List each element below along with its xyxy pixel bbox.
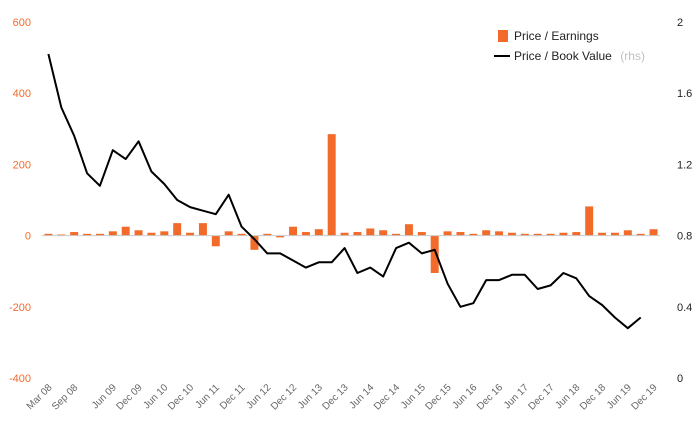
x-tick-label: Jun 17 bbox=[502, 382, 531, 411]
x-tick-label: Dec 15 bbox=[423, 382, 453, 412]
legend: Price / Earnings Price / Book Value (rhs… bbox=[494, 29, 645, 64]
x-tick-label: Dec 10 bbox=[166, 382, 196, 412]
pe-bar bbox=[598, 232, 607, 236]
pe-bar bbox=[495, 231, 504, 236]
x-tick-label: Mar 08 bbox=[25, 382, 55, 412]
pe-bar bbox=[469, 233, 478, 236]
pe-bar bbox=[57, 234, 66, 236]
x-tick-label: Jun 10 bbox=[141, 382, 170, 411]
pbv-line bbox=[47, 53, 642, 330]
pe-bar bbox=[366, 228, 375, 236]
pe-bar bbox=[314, 229, 323, 236]
pe-bar bbox=[173, 223, 182, 236]
pe-bar bbox=[520, 233, 529, 236]
pe-bar bbox=[108, 231, 117, 236]
x-tick-label: Jun 16 bbox=[450, 382, 479, 411]
pe-bar bbox=[198, 223, 207, 236]
legend-bar-label: Price / Earnings bbox=[514, 29, 599, 43]
y-left-tick-label: 400 bbox=[13, 88, 31, 100]
pe-bar bbox=[301, 232, 310, 236]
pe-bar bbox=[83, 233, 92, 236]
pe-bar bbox=[160, 231, 169, 236]
x-tick-label: Jun 15 bbox=[399, 382, 428, 411]
pe-bar bbox=[507, 232, 516, 236]
x-tick-label: Jun 11 bbox=[193, 382, 222, 411]
x-tick-label: Jun 09 bbox=[90, 382, 119, 411]
pe-bar bbox=[610, 232, 619, 236]
pe-bar bbox=[417, 232, 426, 236]
pe-bar bbox=[353, 232, 362, 236]
y-left-tick-label: 600 bbox=[13, 17, 31, 29]
x-tick-label: Sep 08 bbox=[50, 382, 80, 412]
pe-bar bbox=[585, 206, 594, 236]
pe-bar bbox=[276, 235, 285, 238]
pe-bar bbox=[636, 233, 645, 236]
pe-bar bbox=[147, 232, 156, 236]
pe-bar bbox=[327, 134, 336, 236]
pe-bar bbox=[121, 226, 130, 236]
y-right-tick-label: 2 bbox=[677, 17, 683, 29]
pe-bar bbox=[404, 224, 413, 236]
pe-bar bbox=[572, 232, 581, 236]
pe-bar bbox=[186, 232, 195, 236]
x-tick-label: Dec 13 bbox=[320, 382, 350, 412]
y-right-tick-label: 0.4 bbox=[677, 302, 692, 314]
pe-bar bbox=[379, 230, 388, 236]
x-tick-label: Dec 12 bbox=[269, 382, 299, 412]
pe-bar bbox=[392, 233, 401, 236]
pe-bar bbox=[237, 233, 246, 236]
x-tick-label: Dec 11 bbox=[218, 382, 248, 412]
x-tick-label: Jun 12 bbox=[244, 382, 273, 411]
y-right-tick-label: 0.8 bbox=[677, 231, 692, 243]
pe-bar bbox=[430, 235, 439, 273]
pe-bar bbox=[443, 231, 452, 236]
pe-bar bbox=[456, 232, 465, 236]
x-tick-label: Dec 16 bbox=[475, 382, 505, 412]
x-tick-label: Dec 18 bbox=[578, 382, 608, 412]
y-right-tick-label: 0 bbox=[677, 373, 683, 385]
pe-bar bbox=[649, 229, 658, 236]
x-tick-label: Dec 09 bbox=[114, 382, 144, 412]
pe-bar bbox=[289, 226, 298, 236]
line-series bbox=[47, 53, 642, 330]
y-left-tick-label: -200 bbox=[9, 302, 31, 314]
bar-series bbox=[44, 134, 658, 273]
y-right-tick-label: 1.6 bbox=[677, 88, 692, 100]
legend-line-rhs-suffix: (rhs) bbox=[620, 49, 645, 63]
x-tick-label: Dec 17 bbox=[526, 382, 556, 412]
pe-bar bbox=[482, 230, 491, 236]
pe-bar bbox=[546, 233, 555, 236]
y-left-tick-label: 0 bbox=[25, 231, 31, 243]
legend-line-label: Price / Book Value (rhs) bbox=[514, 47, 645, 64]
y-right-tick-label: 1.2 bbox=[677, 159, 692, 171]
pe-bar bbox=[134, 230, 143, 236]
y-axis-left-ticks: -400 -200 0 200 400 600 bbox=[9, 17, 31, 385]
pe-bar bbox=[559, 232, 568, 236]
x-tick-label: Jun 14 bbox=[347, 382, 376, 411]
x-tick-label: Jun 18 bbox=[553, 382, 582, 411]
x-tick-label: Dec 19 bbox=[629, 382, 659, 412]
legend-bar-swatch bbox=[498, 30, 508, 42]
pe-bar bbox=[340, 232, 349, 236]
x-tick-label: Dec 14 bbox=[372, 382, 402, 412]
pe-bar bbox=[211, 235, 220, 247]
y-left-tick-label: -400 bbox=[9, 373, 31, 385]
pe-bar bbox=[95, 233, 104, 236]
pe-bar bbox=[250, 235, 259, 250]
pe-bar bbox=[623, 230, 632, 236]
y-left-tick-label: 200 bbox=[13, 159, 31, 171]
pe-bar bbox=[224, 231, 233, 236]
pe-bar bbox=[533, 233, 542, 236]
pe-bar bbox=[263, 233, 272, 236]
x-tick-label: Jun 19 bbox=[605, 382, 634, 411]
pe-bar bbox=[44, 233, 53, 236]
pe-bar bbox=[70, 232, 79, 236]
x-tick-label: Jun 13 bbox=[296, 382, 325, 411]
y-axis-right-ticks: 0 0.4 0.8 1.2 1.6 2 bbox=[677, 17, 692, 385]
legend-line-name: Price / Book Value bbox=[514, 49, 612, 63]
